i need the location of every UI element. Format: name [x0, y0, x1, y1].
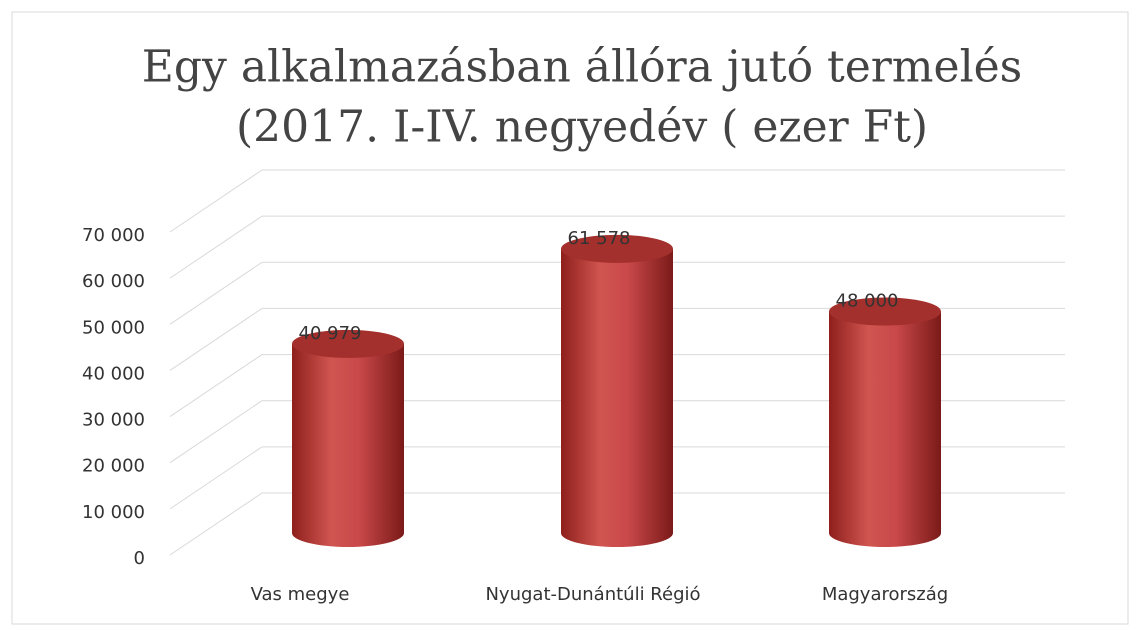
- bar-top: [292, 329, 404, 358]
- bar-top: [829, 297, 941, 326]
- grid-line: [169, 215, 263, 279]
- chart-title: (2017. I-IV. negyedév ( ezer Ft): [236, 102, 928, 153]
- y-tick-label: 70 000: [82, 225, 145, 246]
- y-tick-label: 20 000: [82, 456, 145, 477]
- data-label: 48 000: [836, 291, 899, 312]
- bar: [561, 248, 673, 547]
- grid-line: [169, 446, 263, 510]
- bar: [829, 311, 941, 547]
- y-tick-label: 0: [134, 548, 145, 569]
- y-tick-label: 50 000: [82, 317, 145, 338]
- chart-title: Egy alkalmazásban állóra jutó termelés: [142, 42, 1023, 93]
- grid-line: [169, 308, 263, 371]
- grid-line: [169, 169, 263, 233]
- x-tick-label: Magyarország: [822, 584, 948, 605]
- y-tick-label: 30 000: [82, 410, 145, 431]
- x-tick-label: Nyugat-Dunántúli Régió: [485, 584, 700, 605]
- data-label: 40 979: [299, 323, 362, 344]
- grid-line: [169, 354, 263, 417]
- bar-top: [561, 234, 673, 263]
- grid-line: [169, 400, 263, 464]
- x-tick-label: Vas megye: [251, 584, 350, 605]
- bar: [292, 343, 404, 547]
- data-label: 61 578: [568, 228, 631, 249]
- y-tick-label: 40 000: [82, 363, 145, 384]
- y-tick-label: 10 000: [82, 502, 145, 523]
- grid-line: [169, 261, 263, 325]
- grid-line: [169, 492, 263, 556]
- y-tick-label: 60 000: [82, 271, 145, 292]
